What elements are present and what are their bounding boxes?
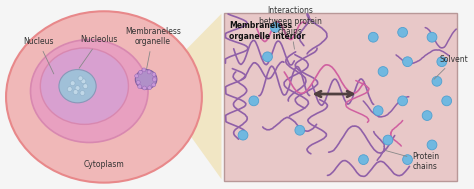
Circle shape (80, 91, 85, 95)
FancyBboxPatch shape (224, 13, 457, 181)
Text: Nucleolus: Nucleolus (79, 35, 118, 68)
Ellipse shape (30, 40, 148, 143)
Circle shape (402, 155, 412, 164)
Circle shape (67, 87, 72, 91)
Circle shape (238, 130, 248, 140)
Circle shape (422, 111, 432, 120)
Ellipse shape (135, 70, 157, 89)
Text: Interactions
between protein
chains: Interactions between protein chains (259, 6, 321, 49)
Circle shape (153, 78, 156, 81)
Text: Cytoplasm: Cytoplasm (83, 160, 124, 169)
Circle shape (383, 135, 393, 145)
Text: Membraneless
organelle: Membraneless organelle (125, 27, 181, 69)
Circle shape (271, 22, 280, 32)
Text: Nucleus: Nucleus (23, 37, 54, 74)
Circle shape (368, 32, 378, 42)
Circle shape (142, 68, 146, 72)
Circle shape (138, 70, 143, 74)
Circle shape (152, 72, 156, 76)
Circle shape (73, 90, 78, 94)
Circle shape (137, 80, 140, 84)
Circle shape (70, 81, 75, 86)
Circle shape (432, 76, 442, 86)
Circle shape (398, 96, 408, 106)
Circle shape (373, 106, 383, 115)
Circle shape (143, 86, 146, 90)
Circle shape (147, 70, 151, 74)
Circle shape (135, 74, 138, 78)
Circle shape (402, 57, 412, 67)
Circle shape (152, 83, 155, 87)
Circle shape (427, 140, 437, 150)
Circle shape (295, 125, 305, 135)
Polygon shape (157, 14, 221, 179)
Circle shape (83, 84, 88, 89)
Circle shape (358, 155, 368, 164)
Text: Solvent: Solvent (434, 55, 469, 79)
Circle shape (427, 32, 437, 42)
Circle shape (81, 79, 86, 84)
Circle shape (153, 77, 156, 80)
Ellipse shape (6, 11, 202, 183)
Circle shape (378, 67, 388, 76)
Circle shape (75, 86, 80, 91)
Ellipse shape (40, 48, 128, 124)
Text: Membraneless
organelle interior: Membraneless organelle interior (229, 21, 306, 41)
Circle shape (442, 96, 452, 106)
Ellipse shape (59, 70, 96, 103)
Circle shape (147, 86, 152, 90)
Text: Protein
chains: Protein chains (386, 151, 439, 171)
Circle shape (249, 96, 259, 106)
Circle shape (437, 57, 447, 67)
Circle shape (398, 27, 408, 37)
Circle shape (138, 85, 142, 89)
Circle shape (78, 76, 83, 81)
Circle shape (263, 52, 273, 62)
